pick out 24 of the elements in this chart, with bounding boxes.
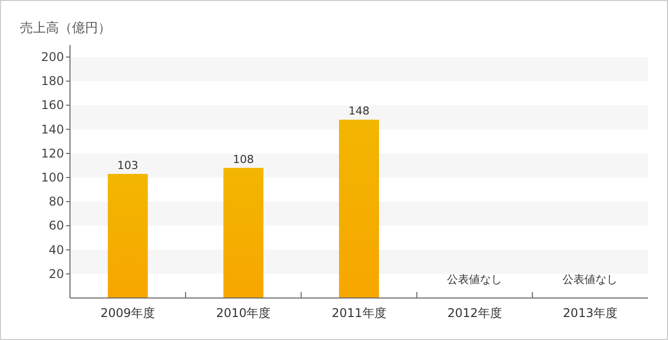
y-axis-title: 売上高（億円）	[20, 20, 111, 36]
y-tick-label: 160	[41, 98, 64, 112]
bar	[223, 168, 264, 298]
x-tick-label: 2009年度	[100, 306, 156, 320]
y-tick-label: 140	[41, 122, 64, 136]
data-label: 148	[348, 104, 370, 118]
y-tick-label: 20	[48, 266, 64, 281]
x-tick-label: 2013年度	[562, 306, 618, 320]
data-label: 108	[232, 152, 254, 166]
text: 公表値なし	[447, 273, 502, 286]
y-tick-label: 100	[41, 170, 64, 185]
data-label: 103	[117, 158, 138, 172]
y-tick-label: 120	[41, 146, 64, 160]
bar	[339, 120, 379, 298]
y-tick-label: 60	[48, 218, 64, 233]
text: 公表値なし	[562, 273, 618, 286]
y-tick-label: 80	[48, 194, 64, 209]
x-tick-label: 2012年度	[447, 306, 502, 320]
x-tick-label: 2010年度	[216, 306, 271, 320]
y-tick-label: 200	[41, 50, 64, 64]
x-tick-label: 2011年度	[332, 306, 386, 320]
bar	[108, 174, 148, 298]
y-tick-label: 40	[48, 242, 64, 257]
y-tick-label: 180	[41, 74, 64, 88]
